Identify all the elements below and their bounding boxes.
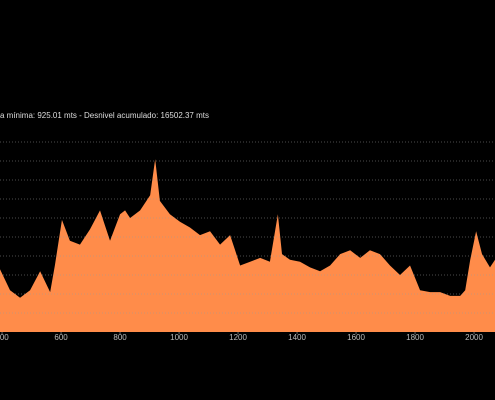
x-tick-label: 600: [54, 333, 68, 342]
x-tick-label: 1800: [406, 333, 424, 342]
x-tick-label: 800: [113, 333, 127, 342]
chart-title: a mínima: 925.01 mts - Desnivel acumulad…: [0, 111, 209, 120]
x-tick-label: 1200: [229, 333, 247, 342]
x-tick-label: 400: [0, 333, 9, 342]
elevation-area: [0, 159, 495, 332]
x-tick-label: 1000: [170, 333, 188, 342]
x-tick-label: 1600: [347, 333, 365, 342]
x-tick-label: 2000: [465, 333, 483, 342]
x-tick-label: 1400: [288, 333, 306, 342]
